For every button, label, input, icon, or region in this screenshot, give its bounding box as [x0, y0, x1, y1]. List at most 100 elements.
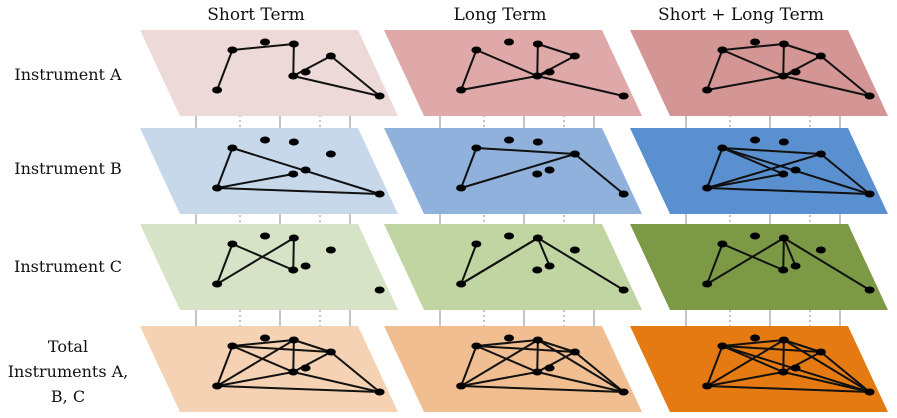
network-edge: [783, 237, 871, 291]
network-edge: [217, 187, 380, 195]
network-node: [532, 170, 543, 178]
panel-c-long-term: [384, 224, 642, 310]
panel-total-short-long-term: [630, 326, 888, 412]
network-node: [504, 136, 515, 144]
network-edge: [537, 43, 576, 57]
network-edge: [460, 75, 538, 91]
network-node: [300, 166, 311, 174]
network-node: [504, 334, 515, 342]
network-node: [212, 280, 223, 288]
network-node: [790, 68, 801, 76]
network-node: [618, 190, 629, 198]
network-node: [532, 138, 543, 146]
network-edge: [217, 385, 380, 393]
network-edge: [536, 339, 539, 373]
network-node: [864, 92, 875, 100]
network-edge: [460, 147, 478, 189]
network-node: [471, 240, 482, 248]
network-edge: [216, 243, 234, 285]
panel-total-long-term: [384, 326, 642, 412]
network-node: [702, 86, 713, 94]
network-edge: [292, 43, 295, 77]
network-edge: [820, 55, 871, 97]
network-node: [260, 136, 271, 144]
network-node: [569, 348, 580, 356]
network-node: [702, 280, 713, 288]
network-node: [288, 336, 299, 344]
network-edge: [574, 153, 625, 195]
network-edge: [536, 237, 551, 267]
network-edge: [460, 371, 538, 387]
network-edge: [293, 371, 380, 393]
network-node: [471, 46, 482, 54]
network-edge: [460, 153, 576, 189]
network-edge: [783, 339, 822, 353]
network-node: [717, 46, 728, 54]
network-edge: [782, 43, 785, 77]
network-edge: [232, 345, 331, 353]
network-node: [260, 334, 271, 342]
network-node: [288, 40, 299, 48]
network-edge: [292, 351, 332, 373]
network-node: [815, 348, 826, 356]
network-node: [717, 144, 728, 152]
network-node: [374, 286, 385, 294]
row-label-instrument-b: Instrument B: [14, 159, 121, 178]
network-node: [717, 342, 728, 350]
network-edge: [293, 339, 332, 353]
network-node: [750, 334, 761, 342]
network-edge: [537, 237, 625, 291]
network-node: [227, 240, 238, 248]
network-edge: [706, 339, 785, 387]
network-edge: [782, 55, 822, 77]
network-edge: [721, 147, 784, 175]
network-edge: [782, 339, 785, 373]
network-edge: [706, 173, 784, 189]
network-edge: [536, 43, 539, 77]
network-node: [618, 92, 629, 100]
network-node: [212, 184, 223, 192]
network-edge: [820, 153, 871, 195]
network-edge: [460, 49, 478, 91]
network-edge: [706, 147, 724, 189]
network-node: [374, 388, 385, 396]
network-node: [300, 262, 311, 270]
network-edge: [706, 243, 724, 285]
network-node: [778, 336, 789, 344]
layer-plane: [140, 30, 398, 116]
network-edge: [537, 339, 576, 353]
network-node: [374, 190, 385, 198]
network-edge: [783, 371, 870, 393]
row-label-instrument-a: Instrument A: [14, 65, 122, 84]
network-node: [471, 144, 482, 152]
network-node: [504, 232, 515, 240]
network-node: [325, 52, 336, 60]
panel-a-short-long-term: [630, 30, 888, 116]
network-node: [778, 40, 789, 48]
network-node: [750, 232, 761, 240]
panel-b-long-term: [384, 128, 642, 214]
network-node: [288, 138, 299, 146]
network-node: [569, 246, 580, 254]
network-node: [212, 382, 223, 390]
network-edge: [574, 351, 625, 393]
network-edge: [820, 351, 871, 393]
network-edge: [216, 237, 295, 285]
network-edge: [476, 345, 575, 353]
network-edge: [292, 237, 295, 271]
network-node: [260, 38, 271, 46]
network-node: [702, 382, 713, 390]
network-node: [778, 368, 789, 376]
panel-b-short-long-term: [630, 128, 888, 214]
layer-plane: [630, 30, 888, 116]
network-edge: [476, 147, 575, 155]
network-edge: [475, 49, 538, 77]
network-edge: [782, 237, 785, 271]
network-edge: [536, 351, 576, 373]
network-node: [456, 280, 467, 288]
network-edge: [536, 55, 576, 77]
network-node: [456, 184, 467, 192]
network-node: [717, 240, 728, 248]
network-node: [815, 246, 826, 254]
panel-c-short-long-term: [630, 224, 888, 310]
